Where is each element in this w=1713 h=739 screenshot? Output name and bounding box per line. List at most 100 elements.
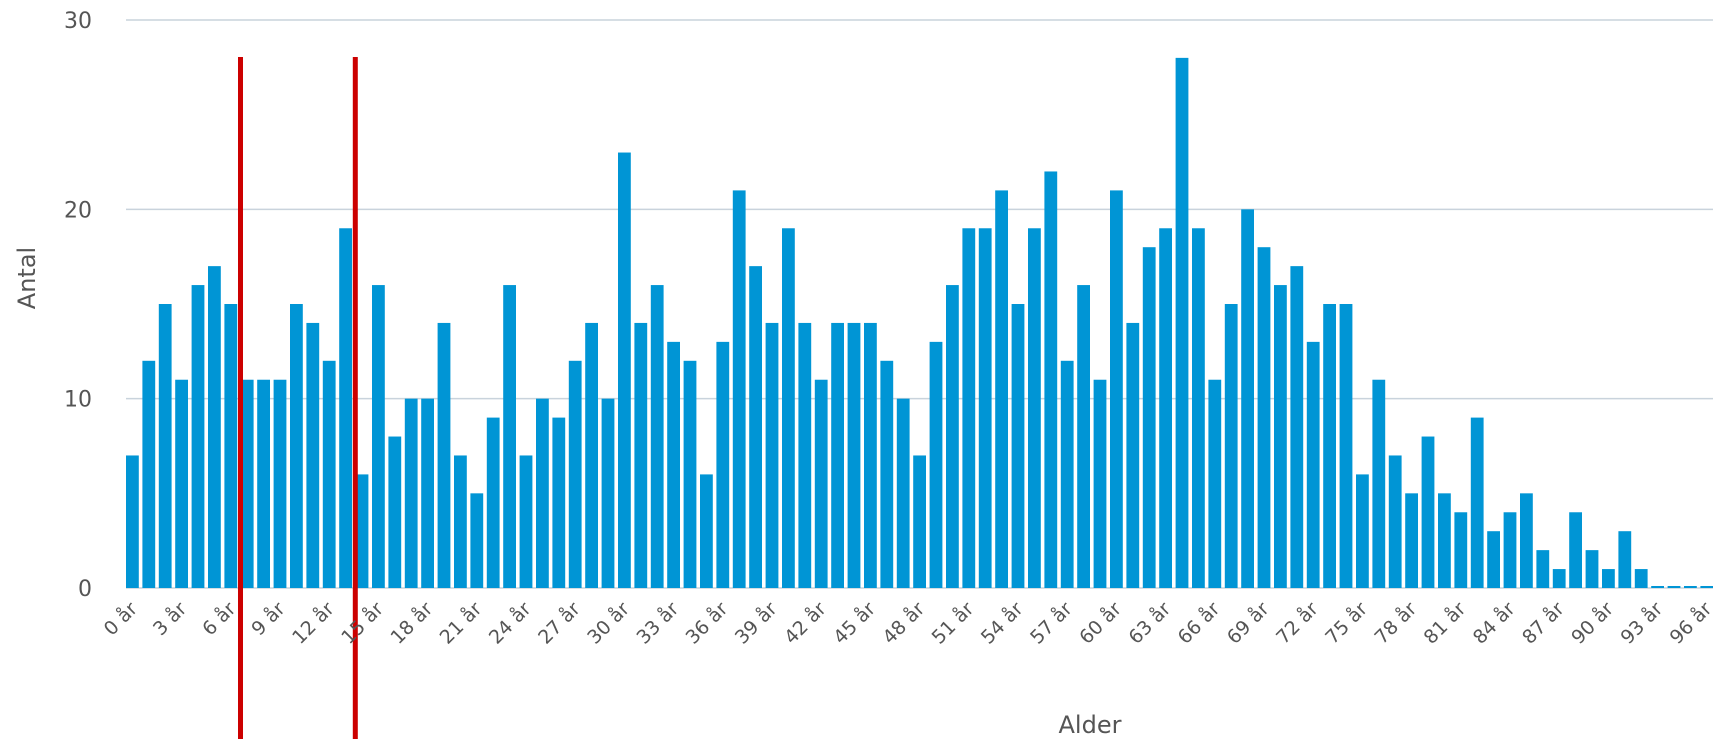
x-tick-label: 90 år (1567, 597, 1619, 649)
bar (126, 455, 139, 588)
bar (716, 341, 730, 588)
x-tick-label: 66 år (1173, 597, 1225, 649)
y-axis-title: Antal (13, 247, 41, 309)
x-tick-label: 42 år (779, 597, 831, 649)
x-tick-label: 45 år (829, 597, 881, 649)
bar (634, 322, 648, 588)
bar (847, 322, 861, 588)
x-tick-label: 30 år (583, 597, 635, 649)
bar (1011, 304, 1025, 588)
bar (552, 417, 566, 588)
y-tick-label: 10 (64, 388, 92, 413)
bar (1585, 550, 1599, 588)
bar (372, 285, 385, 588)
bar (1274, 285, 1287, 588)
bar (208, 266, 221, 588)
bar (1290, 266, 1304, 588)
bar (322, 360, 336, 588)
x-tick-label: 36 år (681, 597, 733, 649)
bar (814, 379, 828, 588)
x-tick-label: 33 år (632, 597, 684, 649)
x-tick-label: 51 år (927, 597, 979, 649)
bar (1536, 550, 1550, 588)
bar (929, 341, 943, 588)
bar (1356, 474, 1369, 588)
bar (896, 398, 910, 588)
bar (421, 398, 434, 588)
bar (1126, 322, 1140, 588)
bar (1028, 228, 1041, 588)
bar (1503, 512, 1517, 588)
bar (765, 322, 779, 588)
bar (1110, 190, 1123, 588)
x-axis-title: Alder (1059, 711, 1122, 739)
bar (519, 455, 533, 588)
bar (142, 360, 156, 588)
bar (175, 379, 188, 588)
bar (454, 455, 467, 588)
bar (1257, 247, 1271, 588)
bar (290, 304, 303, 588)
bar (831, 322, 844, 588)
bar (224, 304, 238, 588)
bar (1618, 531, 1632, 588)
bar (1667, 586, 1681, 588)
bar (273, 379, 287, 588)
bar (1405, 493, 1418, 588)
bar (650, 285, 664, 588)
bar (1077, 285, 1090, 588)
bar (1421, 436, 1435, 588)
bar (1159, 228, 1172, 588)
bar (306, 322, 320, 588)
bar (1569, 512, 1582, 588)
x-tick-label: 12 år (287, 597, 339, 649)
marker-lines (238, 57, 358, 739)
bar (585, 322, 598, 588)
x-tick-label: 84 år (1468, 597, 1520, 649)
x-tick-label: 15 år (337, 597, 389, 649)
x-tick-label: 48 år (878, 597, 930, 649)
bar (995, 190, 1008, 588)
bar (1438, 493, 1451, 588)
bar (880, 360, 894, 588)
bar (1470, 417, 1484, 588)
bar (798, 322, 812, 588)
bar (1339, 304, 1353, 588)
bars (126, 57, 1713, 589)
bar (749, 266, 762, 588)
bar (388, 436, 402, 588)
bar (978, 228, 992, 588)
y-axis-ticks: 0 10 20 30 (64, 9, 92, 602)
x-tick-label: 81 år (1419, 597, 1471, 649)
x-tick-label: 3 år (148, 597, 191, 640)
bar (1634, 569, 1648, 588)
bar (1552, 569, 1566, 588)
bar (355, 474, 369, 588)
bar (339, 228, 352, 588)
bar (1323, 304, 1336, 588)
bar (1372, 379, 1386, 588)
x-tick-label: 72 år (1271, 597, 1323, 649)
x-tick-label: 6 år (197, 597, 240, 640)
bar (732, 190, 746, 588)
bar (404, 398, 418, 588)
bar (503, 285, 516, 588)
x-tick-label: 18 år (386, 597, 438, 649)
bar (700, 474, 713, 588)
bar (1454, 512, 1468, 588)
x-tick-label: 87 år (1517, 597, 1569, 649)
bar (913, 455, 926, 588)
bar (864, 322, 877, 588)
x-tick-label: 75 år (1321, 597, 1373, 649)
bar (1487, 531, 1500, 588)
x-tick-label: 54 år (976, 597, 1028, 649)
bar (618, 152, 631, 589)
bar (568, 360, 582, 588)
x-tick-label: 24 år (484, 597, 536, 649)
bar (962, 228, 976, 588)
x-tick-label: 39 år (730, 597, 782, 649)
bar (782, 228, 795, 588)
bar (683, 360, 697, 588)
